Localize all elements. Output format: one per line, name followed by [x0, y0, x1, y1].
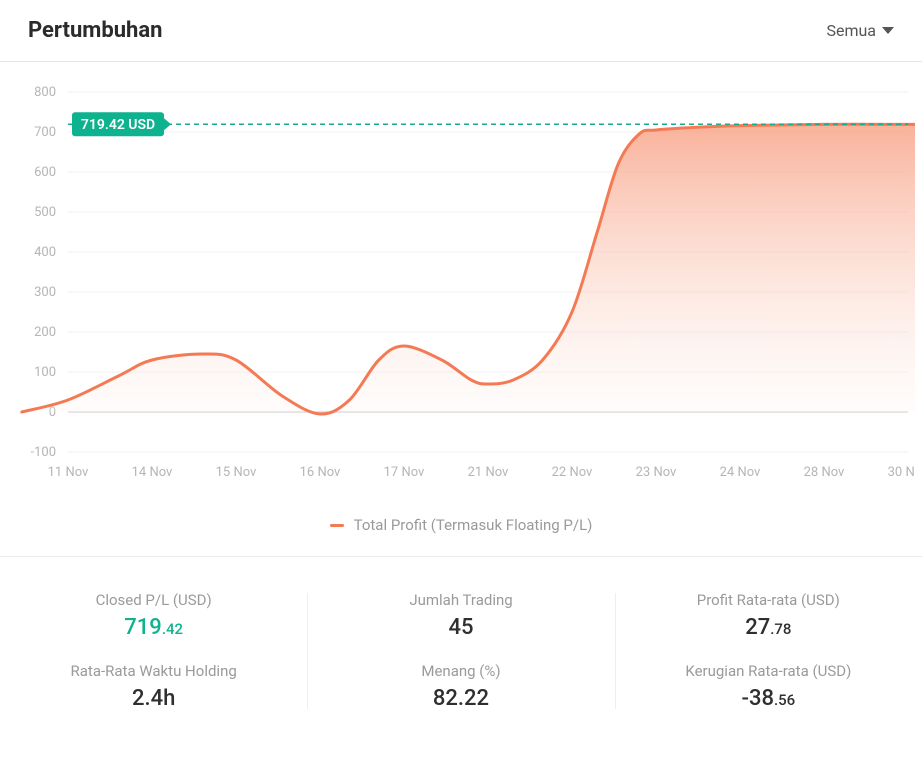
stat-label: Menang (%) [317, 662, 604, 680]
svg-text:23 Nov: 23 Nov [636, 465, 677, 480]
stat-label: Kerugian Rata-rata (USD) [625, 662, 912, 680]
svg-text:700: 700 [34, 125, 56, 140]
stat-value: -38.56 [625, 686, 912, 711]
stat-value: 45 [317, 615, 604, 640]
svg-text:21 Nov: 21 Nov [468, 465, 509, 480]
chart-legend: Total Profit (Termasuk Floating P/L) [0, 502, 922, 556]
page-title: Pertumbuhan [28, 18, 162, 43]
stat-avg-profit: Profit Rata-rata (USD) 27.78 Kerugian Ra… [615, 585, 922, 717]
stat-value: 719.42 [10, 615, 297, 640]
svg-text:719.42 USD: 719.42 USD [81, 117, 155, 133]
legend-label: Total Profit (Termasuk Floating P/L) [354, 516, 593, 534]
header: Pertumbuhan Semua [0, 0, 922, 62]
stat-value: 27.78 [625, 615, 912, 640]
stat-label: Rata-Rata Waktu Holding [10, 662, 297, 680]
svg-text:14 Nov: 14 Nov [132, 465, 173, 480]
svg-text:30 Nov: 30 Nov [888, 465, 915, 480]
range-dropdown[interactable]: Semua [826, 21, 894, 40]
svg-text:500: 500 [34, 205, 56, 220]
svg-text:11 Nov: 11 Nov [48, 465, 89, 480]
svg-text:-100: -100 [30, 445, 56, 460]
stat-value: 82.22 [317, 686, 604, 711]
stat-label: Closed P/L (USD) [10, 591, 297, 609]
svg-text:600: 600 [34, 165, 56, 180]
svg-text:22 Nov: 22 Nov [552, 465, 593, 480]
chart-svg: -100010020030040050060070080011 Nov14 No… [0, 82, 915, 492]
growth-chart: -100010020030040050060070080011 Nov14 No… [0, 62, 922, 502]
svg-text:16 Nov: 16 Nov [300, 465, 341, 480]
stat-label: Profit Rata-rata (USD) [625, 591, 912, 609]
svg-text:15 Nov: 15 Nov [216, 465, 257, 480]
svg-text:28 Nov: 28 Nov [804, 465, 845, 480]
svg-text:300: 300 [34, 285, 56, 300]
chevron-down-icon [882, 27, 894, 34]
stat-value: 2.4h [10, 686, 297, 711]
range-dropdown-label: Semua [826, 21, 876, 40]
svg-text:200: 200 [34, 325, 56, 340]
svg-text:400: 400 [34, 245, 56, 260]
svg-text:17 Nov: 17 Nov [384, 465, 425, 480]
legend-line-icon [330, 524, 344, 527]
stats-grid: Closed P/L (USD) 719.42 Rata-Rata Waktu … [0, 556, 922, 729]
stat-closed-pl: Closed P/L (USD) 719.42 Rata-Rata Waktu … [0, 585, 307, 717]
svg-text:24 Nov: 24 Nov [720, 465, 761, 480]
svg-text:100: 100 [34, 365, 56, 380]
stat-trades: Jumlah Trading 45 Menang (%) 82.22 [307, 585, 614, 717]
stat-label: Jumlah Trading [317, 591, 604, 609]
svg-text:800: 800 [34, 85, 56, 100]
